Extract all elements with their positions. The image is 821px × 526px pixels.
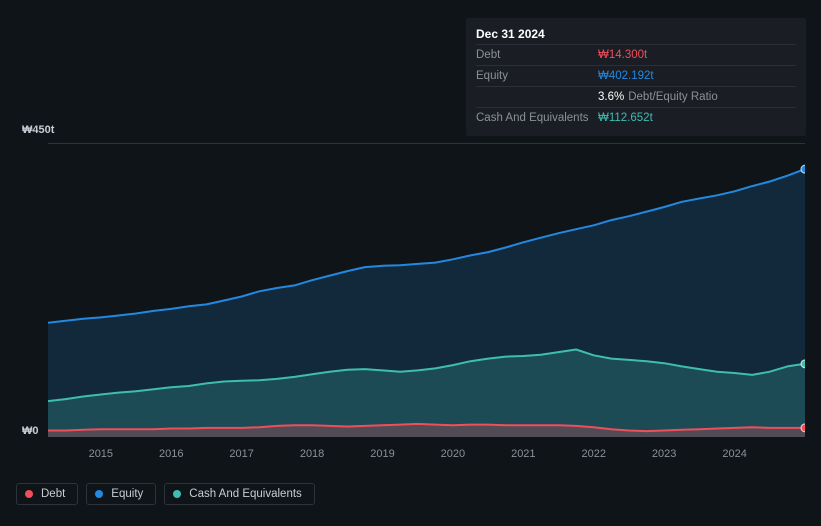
tooltip-value: ₩14.300t: [598, 47, 647, 63]
tooltip-extra: Debt/Equity Ratio: [628, 89, 718, 105]
x-axis: 2015 2016 2017 2018 2019 2020 2021 2022 2023 2024: [48, 448, 805, 468]
x-tick: 2020: [441, 448, 465, 460]
tooltip-date: Dec 31 2024: [476, 24, 796, 44]
x-tick: 2016: [159, 448, 183, 460]
tooltip-row: Debt₩14.300t: [476, 44, 796, 65]
tooltip-label: Debt: [476, 47, 598, 63]
x-tick: 2023: [652, 448, 676, 460]
legend-label: Cash And Equivalents: [189, 488, 302, 500]
legend: Debt Equity Cash And Equivalents: [16, 483, 315, 505]
legend-item-equity[interactable]: Equity: [86, 483, 156, 505]
x-tick: 2022: [581, 448, 605, 460]
x-tick: 2019: [370, 448, 394, 460]
chart-tooltip: Dec 31 2024 Debt₩14.300tEquity₩402.192t3…: [466, 18, 806, 136]
legend-label: Debt: [41, 488, 65, 500]
tooltip-value: ₩402.192t: [598, 68, 654, 84]
legend-dot: [25, 490, 33, 498]
tooltip-row: Equity₩402.192t: [476, 65, 796, 86]
x-tick: 2015: [89, 448, 113, 460]
y-axis-top-label: ₩450t: [22, 124, 54, 136]
chart-plot: [48, 143, 805, 437]
x-tick: 2024: [722, 448, 746, 460]
tooltip-label: Cash And Equivalents: [476, 110, 598, 126]
x-tick: 2021: [511, 448, 535, 460]
x-tick: 2017: [229, 448, 253, 460]
legend-dot: [95, 490, 103, 498]
tooltip-row: Cash And Equivalents₩112.652t: [476, 107, 796, 128]
tooltip-value: ₩112.652t: [598, 110, 653, 126]
legend-item-debt[interactable]: Debt: [16, 483, 78, 505]
tooltip-row: 3.6%Debt/Equity Ratio: [476, 86, 796, 107]
legend-dot: [173, 490, 181, 498]
tooltip-value: 3.6%: [598, 89, 624, 105]
legend-label: Equity: [111, 488, 143, 500]
chart-area[interactable]: [16, 143, 805, 443]
tooltip-label: [476, 89, 598, 105]
legend-item-cash-and-equivalents[interactable]: Cash And Equivalents: [164, 483, 315, 505]
x-tick: 2018: [300, 448, 324, 460]
tooltip-label: Equity: [476, 68, 598, 84]
